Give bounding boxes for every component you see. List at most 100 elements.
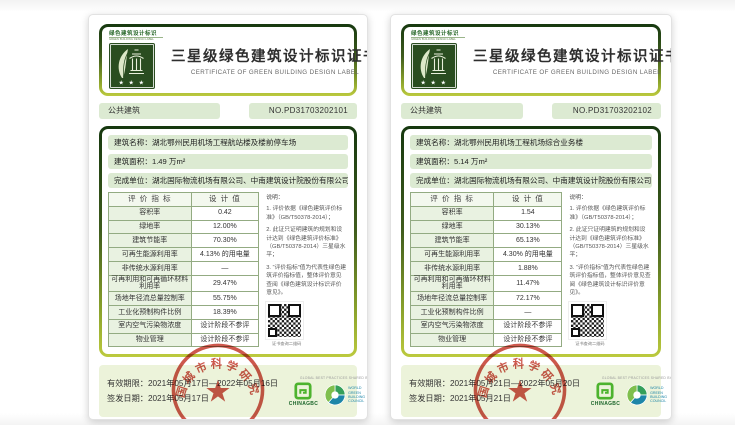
category-number-row: 公共建筑 NO.PD31703202102 [401, 103, 661, 119]
completed-by-label: 完成单位： [114, 176, 152, 185]
chinagbc-label: CHINAGBC [590, 401, 621, 408]
table-row: 可再生能源利用率 4.30% 的用电量 [409, 247, 563, 262]
certificate-header: 绿色建筑设计标识 GREEN BUILDING DESIGN LABEL ★ ★… [99, 24, 367, 96]
table-row: 绿地率 12.00% [108, 219, 260, 235]
completed-by-label: 完成单位： [416, 176, 454, 185]
table-row: 场地年径流总量控制率 55.75% [108, 291, 260, 306]
building-category: 公共建筑 [99, 103, 221, 119]
col-indicator: 评 价 指 标 [409, 192, 495, 207]
building-area-label: 建筑面积： [114, 157, 152, 166]
table-row: 非传统水源利用率 1.88% [409, 260, 563, 276]
chinagbc-logo: CHINAGBC [591, 382, 620, 407]
wgbc-globe-icon [324, 384, 346, 406]
certificate-title-cn: 三星级绿色建筑设计标识证书 [473, 48, 672, 65]
title-block: 三星级绿色建筑设计标识证书 CERTIFICATE OF GREEN BUILD… [171, 45, 367, 76]
issue-value: 2021年05月17日 [147, 393, 209, 403]
note-item: 3. “评价指标”值为代表性绿色建筑评价指标值，整体评价意见查阅《绿色建筑设计标… [266, 264, 347, 296]
certificate-card-1: 绿色建筑设计标识 GREEN BUILDING DESIGN LABEL ★ ★… [88, 14, 368, 420]
building-area-value: 5.14 万m² [453, 157, 488, 166]
qr-code [265, 301, 305, 341]
completed-by-value: 湖北国际物流机场有限公司、中南建筑设计院股份有限公司 [453, 176, 652, 185]
certificate-header: 绿色建筑设计标识 GREEN BUILDING DESIGN LABEL ★ ★… [401, 24, 671, 96]
table-row: 工业化预制构件比例 18.39% [108, 304, 260, 320]
validity-value: 2021年05月17日—2022年05月16日 [147, 379, 279, 389]
notes-title: 说明： [569, 195, 587, 201]
validity-label: 有效期限： [409, 379, 450, 389]
certificate-number: NO.PD31703202101 [248, 103, 357, 119]
certificate-body: 建筑名称：湖北鄂州民用机场工程航站楼及楼前停车场 建筑面积：1.49 万m² 完… [99, 126, 357, 358]
notes-panel: 说明： 1. 评价依据《绿色建筑评价标准》（GB/T50378-2014）； 2… [259, 192, 348, 347]
qr-code [568, 301, 608, 341]
issue-row: 签发日期：2021年05月21日 [409, 392, 580, 407]
table-row: 可再利用和可再循环材料利用率 29.47% [108, 274, 260, 293]
table-row: 工业化预制构件比例 — [409, 304, 563, 320]
note-item: 2. 此证只证明建筑的规划和设计达到《绿色建筑评价标准》（GB/T50378-2… [569, 227, 649, 259]
green-building-emblem-icon: ★ ★ ★ [411, 42, 457, 89]
wgbc-logo: WORLD GREEN BUILDING COUNCIL [324, 384, 367, 406]
qr-caption: 证书查询二维码 [575, 341, 605, 347]
category-number-row: 公共建筑 NO.PD31703202101 [99, 103, 357, 119]
green-building-logo: 绿色建筑设计标识 GREEN BUILDING DESIGN LABEL ★ ★… [109, 31, 163, 89]
certificate-body: 建筑名称：湖北鄂州民用机场工程机场综合业务楼 建筑面积：5.14 万m² 完成单… [401, 126, 661, 358]
qr-block: 证书查询二维码 [568, 301, 651, 347]
table-row: 室内空气污染物浓度 设计阶段不参评 [108, 318, 260, 334]
date-block: 有效期限：2021年05月21日—2022年05月20日 签发日期：2021年0… [409, 377, 580, 407]
note-item: 3. “评价指标”值为代表性绿色建筑评价指标值，整体评价意见查阅《绿色建筑设计标… [569, 264, 651, 296]
table-row: 容积率 1.54 [409, 205, 563, 221]
table-row: 绿地率 30.13% [409, 219, 563, 235]
col-design-value: 设 计 值 [493, 192, 563, 207]
validity-value: 2021年05月21日—2022年05月20日 [449, 379, 581, 389]
shared-by-text: GLOBAL BEST PRACTICES SHARED BY [299, 376, 368, 381]
date-block: 有效期限：2021年05月17日—2022年05月16日 签发日期：2021年0… [107, 377, 278, 407]
certificate-title-en: CERTIFICATE OF GREEN BUILDING DESIGN LAB… [492, 68, 662, 76]
building-name-row: 建筑名称：湖北鄂州民用机场工程机场综合业务楼 [410, 135, 652, 150]
note-item: 1. 评价依据《绿色建筑评价标准》（GB/T50378-2014）； [569, 206, 646, 221]
table-row: 物业管理 设计阶段不参评 [108, 332, 260, 348]
note-item: 2. 此证只证明建筑的规划和设计达到《绿色建筑评价标准》（GB/T50378-2… [266, 227, 346, 259]
building-area-label: 建筑面积： [416, 157, 454, 166]
wgbc-label: WORLD GREEN BUILDING COUNCIL [348, 386, 366, 404]
building-name-row: 建筑名称：湖北鄂州民用机场工程航站楼及楼前停车场 [108, 135, 348, 150]
table-row: 建筑节能率 65.13% [409, 233, 563, 249]
qr-block: 证书查询二维码 [265, 301, 347, 347]
stars-icon: ★ ★ ★ [421, 79, 448, 86]
col-indicator: 评 价 指 标 [108, 192, 192, 207]
validity-row: 有效期限：2021年05月21日—2022年05月20日 [409, 377, 580, 392]
chinagbc-logo: CHINAGBC [289, 382, 318, 407]
certificate-card-2: 绿色建筑设计标识 GREEN BUILDING DESIGN LABEL ★ ★… [390, 14, 672, 420]
logo-label-cn: 绿色建筑设计标识 [411, 31, 460, 38]
title-block: 三星级绿色建筑设计标识证书 CERTIFICATE OF GREEN BUILD… [473, 45, 672, 76]
notes-panel: 说明： 1. 评价依据《绿色建筑评价标准》（GB/T50378-2014）； 2… [562, 192, 652, 347]
footer-logos: GLOBAL BEST PRACTICES SHARED BY CHINAGBC [580, 376, 672, 407]
evaluation-table: 评 价 指 标设 计 值 容积率 0.42 绿地率 12.00% 建筑节能率 70.3… [108, 192, 260, 348]
logo-label-en: GREEN BUILDING DESIGN LABEL [411, 37, 465, 42]
validity-row: 有效期限：2021年05月17日—2022年05月16日 [107, 377, 278, 392]
shared-by-text: GLOBAL BEST PRACTICES SHARED BY [601, 376, 672, 381]
table-row: 物业管理 设计阶段不参评 [409, 332, 563, 348]
certificate-footer: 有效期限：2021年05月17日—2022年05月16日 签发日期：2021年0… [99, 365, 367, 418]
green-building-emblem-icon: ★ ★ ★ [109, 42, 155, 89]
notes-title: 说明： [266, 195, 284, 201]
validity-label: 有效期限： [107, 379, 148, 389]
chinagbc-label: CHINAGBC [288, 401, 319, 408]
table-row: 建筑节能率 70.30% [108, 233, 260, 249]
logo-label-cn: 绿色建筑设计标识 [109, 31, 158, 38]
certificate-title-en: CERTIFICATE OF GREEN BUILDING DESIGN LAB… [190, 68, 360, 76]
completed-by-row: 完成单位：湖北国际物流机场有限公司、中南建筑设计院股份有限公司 [410, 173, 652, 188]
note-item: 1. 评价依据《绿色建筑评价标准》（GB/T50378-2014）； [266, 206, 343, 221]
stars-icon: ★ ★ ★ [119, 79, 146, 86]
building-name-label: 建筑名称： [416, 138, 454, 147]
certificate-footer: 有效期限：2021年05月21日—2022年05月20日 签发日期：2021年0… [401, 365, 671, 418]
issue-label: 签发日期： [107, 393, 148, 403]
wgbc-label: WORLD GREEN BUILDING COUNCIL [650, 386, 668, 404]
chinagbc-icon [596, 382, 615, 400]
table-header-row: 评 价 指 标设 计 值 [108, 192, 260, 207]
table-row: 容积率 0.42 [108, 205, 260, 221]
completed-by-row: 完成单位：湖北国际物流机场有限公司、中南建筑设计院股份有限公司 [108, 173, 348, 188]
table-header-row: 评 价 指 标设 计 值 [409, 192, 563, 207]
building-name-value: 湖北鄂州民用机场工程机场综合业务楼 [453, 138, 584, 147]
issue-value: 2021年05月21日 [449, 393, 511, 403]
table-row: 非传统水源利用率 — [108, 260, 260, 276]
wgbc-globe-icon [626, 384, 648, 406]
building-area-value: 1.49 万m² [151, 157, 186, 166]
